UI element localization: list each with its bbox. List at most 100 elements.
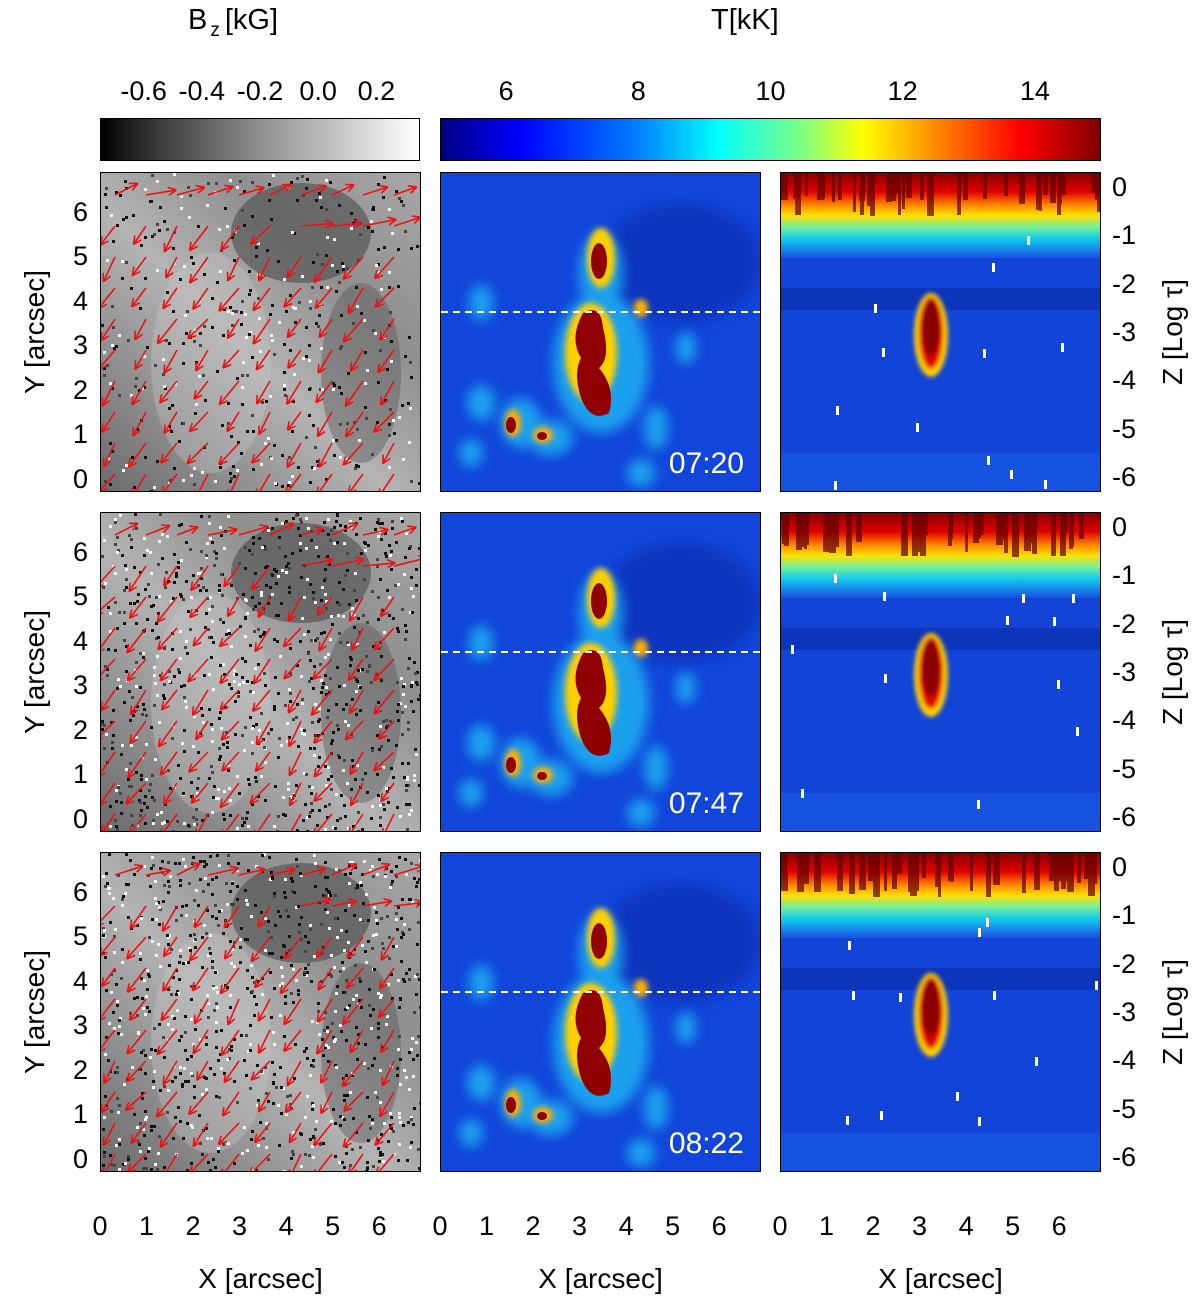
- bz-dark-patch: [231, 863, 371, 963]
- y-tick-label-row0-6: 6: [72, 197, 88, 227]
- bz-bright-lane: [151, 253, 271, 473]
- x-tick-label-col0-3: 3: [232, 1211, 248, 1241]
- y-tick-label-row0-2: 2: [72, 374, 88, 405]
- z-tick-label-row1-3: -3: [1112, 657, 1137, 687]
- bz-vector-field: [101, 182, 420, 491]
- vertical-cut-panel-0: [780, 172, 1101, 492]
- y-tick-label-row2-6: 6: [72, 877, 88, 907]
- z-axis-label-row2: Z [Log τ]: [1157, 959, 1188, 1065]
- bz-map-panel-2: [100, 852, 421, 1172]
- z-axis-label-row0: Z [Log τ]: [1157, 279, 1188, 385]
- x-tick-label-col2-2: 2: [865, 1211, 881, 1241]
- bz-dark-patch: [231, 183, 371, 283]
- bz-map-panel-1: [100, 512, 421, 832]
- bz-colorbar-tick-3: 0.0: [299, 76, 337, 106]
- hot-column: [914, 973, 948, 1057]
- y-tick-label-row2-2: 2: [72, 1054, 88, 1085]
- x-axis-label-col0: X [arcsec]: [198, 1263, 323, 1294]
- z-tick-label-row2-3: -3: [1112, 997, 1137, 1027]
- dark-band: [781, 968, 1100, 990]
- y-tick-label-row0-1: 1: [72, 419, 88, 450]
- temperature-map-panel-1: 07:47: [440, 512, 761, 832]
- top-stripes: [782, 513, 1084, 557]
- bz-colorbar-tick-1: -0.4: [178, 76, 226, 106]
- y-tick-label-row2-4: 4: [72, 965, 88, 996]
- speckles: [834, 236, 1064, 490]
- y-tick-label-row1-5: 5: [72, 581, 88, 612]
- bz-dark-lane: [321, 283, 401, 463]
- bz-colorbar: [100, 118, 420, 161]
- hot-column: [914, 633, 948, 717]
- y-tick-label-row2-5: 5: [72, 921, 88, 952]
- y-tick-label-row1-3: 3: [72, 670, 88, 701]
- photosphere-band: [781, 793, 1100, 831]
- x-axis-label-col2: X [arcsec]: [878, 1263, 1003, 1294]
- x-tick-label-col0-0: 0: [92, 1211, 108, 1241]
- bz-bright-lane: [151, 593, 271, 813]
- z-tick-label-row2-1: -1: [1112, 900, 1137, 931]
- bz-dark-lane: [321, 963, 401, 1143]
- bz-bright-lane: [151, 933, 271, 1153]
- temperature-colorbar-title: T[kK]: [711, 4, 779, 36]
- z-tick-label-row2-4: -4: [1112, 1045, 1137, 1076]
- z-tick-label-row0-2: -2: [1112, 268, 1137, 299]
- y-tick-label-row1-4: 4: [72, 625, 88, 656]
- x-tick-label-col0-5: 5: [325, 1211, 341, 1241]
- x-axis-label-col1: X [arcsec]: [538, 1263, 663, 1294]
- z-tick-label-row1-2: -2: [1112, 608, 1137, 639]
- time-label-2: 08:22: [668, 1127, 744, 1160]
- speckles: [846, 918, 1098, 1126]
- y-tick-label-row0-4: 4: [72, 285, 88, 316]
- x-tick-label-col2-0: 0: [772, 1211, 788, 1241]
- z-tick-label-row2-6: -6: [1112, 1142, 1137, 1173]
- x-tick-label-col2-4: 4: [958, 1211, 974, 1241]
- y-tick-label-row2-3: 3: [72, 1010, 88, 1041]
- x-tick-label-col0-2: 2: [185, 1211, 201, 1241]
- z-tick-label-row1-4: -4: [1112, 705, 1137, 736]
- x-tick-label-col1-3: 3: [572, 1211, 588, 1241]
- temperature-map-panel-2: 08:22: [440, 852, 761, 1172]
- z-tick-label-row2-5: -5: [1112, 1093, 1137, 1124]
- z-axis-label-row1: Z [Log τ]: [1157, 619, 1188, 725]
- dark-band: [781, 628, 1100, 650]
- temperature-colorbar: [440, 118, 1101, 161]
- time-label-0: 07:20: [668, 447, 744, 480]
- x-tick-label-col2-1: 1: [819, 1211, 835, 1241]
- time-label-1: 07:47: [668, 787, 744, 820]
- top-stripes: [781, 173, 1100, 216]
- z-tick-label-row1-5: -5: [1112, 753, 1137, 784]
- bz-colorbar-tick-0: -0.6: [120, 76, 167, 106]
- top-stripes: [781, 853, 1097, 897]
- temperature-colorbar-tick-1: 8: [630, 76, 646, 106]
- bz-colorbar-tick-2: -0.2: [236, 76, 284, 106]
- vertical-cut-panel-2: [780, 852, 1101, 1172]
- x-tick-label-col1-5: 5: [665, 1211, 681, 1241]
- temperature-hot-core: [506, 923, 612, 1120]
- y-tick-label-row1-0: 0: [72, 803, 88, 834]
- z-tick-label-row0-0: 0: [1112, 171, 1128, 202]
- x-tick-label-col2-3: 3: [912, 1211, 928, 1241]
- x-tick-label-col0-1: 1: [139, 1211, 155, 1241]
- x-tick-label-col1-1: 1: [479, 1211, 495, 1241]
- z-tick-label-row1-0: 0: [1112, 511, 1128, 542]
- temperature-hot-core: [506, 583, 612, 780]
- bz-vector-field: [101, 522, 420, 831]
- x-tick-label-col1-0: 0: [432, 1211, 448, 1241]
- z-tick-label-row0-4: -4: [1112, 365, 1137, 396]
- photosphere-band: [781, 453, 1100, 491]
- temperature-colorbar-tick-0: 6: [498, 76, 514, 106]
- y-tick-label-row0-3: 3: [72, 330, 88, 361]
- x-tick-label-col1-2: 2: [525, 1211, 541, 1241]
- photosphere-band: [781, 1133, 1100, 1171]
- y-tick-label-row1-6: 6: [72, 537, 88, 567]
- y-tick-label-row2-0: 0: [72, 1143, 88, 1174]
- temperature-hot-core: [506, 243, 612, 440]
- speckles: [791, 574, 1079, 809]
- temperature-dark-region: [601, 883, 760, 1003]
- y-tick-label-row0-0: 0: [72, 463, 88, 494]
- temperature-colorbar-tick-3: 12: [887, 76, 918, 106]
- x-tick-label-col0-6: 6: [371, 1211, 387, 1241]
- y-tick-label-row2-1: 1: [72, 1099, 88, 1130]
- vertical-cut-panel-1: [780, 512, 1101, 832]
